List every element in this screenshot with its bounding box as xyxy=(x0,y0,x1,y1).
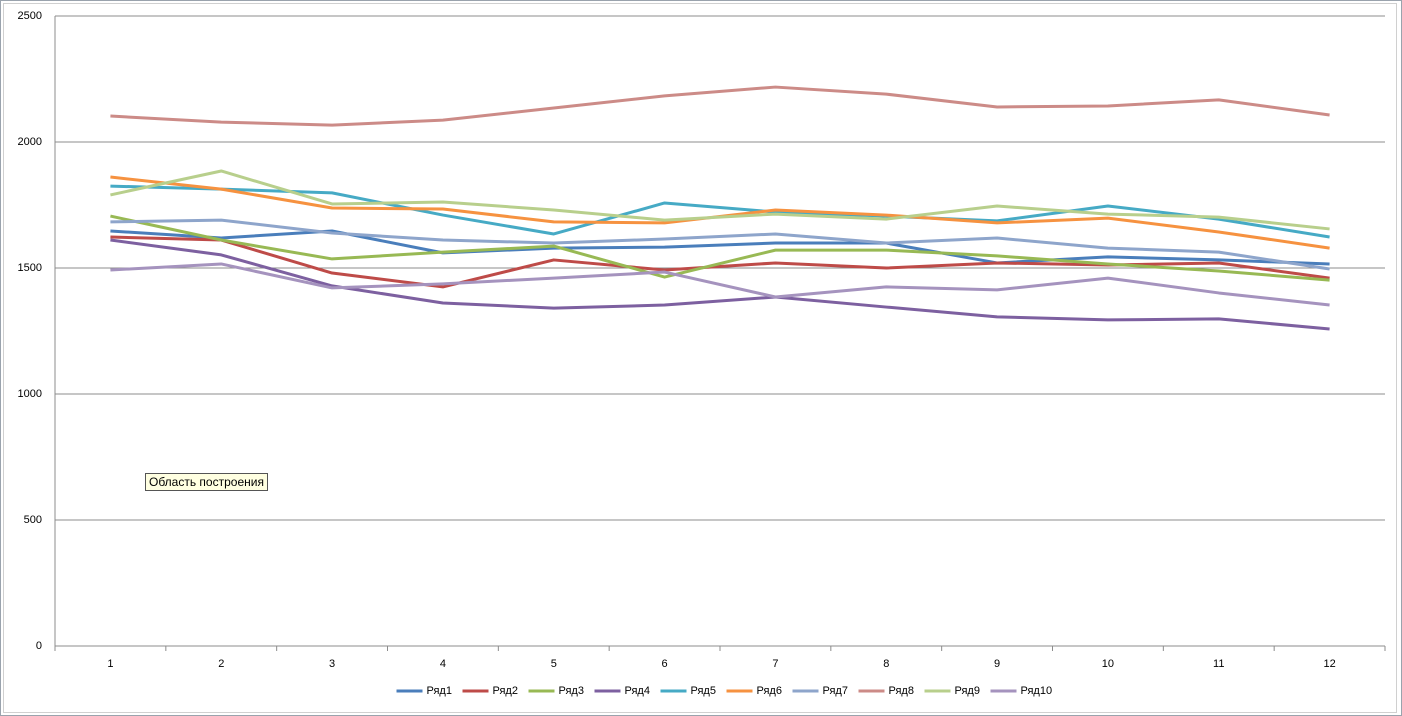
legend-label: Ряд2 xyxy=(493,685,518,697)
x-tick-label: 5 xyxy=(551,658,557,670)
series-line xyxy=(110,262,1330,307)
legend-label: Ряд8 xyxy=(889,685,914,697)
y-tick-label: 1000 xyxy=(18,388,42,400)
legend-label: Ряд7 xyxy=(823,685,848,697)
series-line xyxy=(110,218,1330,271)
x-tick-label: 2 xyxy=(218,658,224,670)
legend-label: Ряд9 xyxy=(955,685,980,697)
x-tick-label: 3 xyxy=(329,658,335,670)
series-line xyxy=(110,214,1330,282)
x-tick-label: 6 xyxy=(662,658,668,670)
y-tick-label: 2000 xyxy=(18,136,42,148)
y-tick-label: 0 xyxy=(36,640,42,652)
y-tick-label: 2500 xyxy=(18,10,42,22)
x-tick-label: 12 xyxy=(1323,658,1335,670)
legend-label: Ряд5 xyxy=(691,685,716,697)
annotation: Область построения xyxy=(145,473,268,491)
x-tick-label: 4 xyxy=(440,658,446,670)
series-line xyxy=(110,238,1330,331)
series-line xyxy=(110,184,1330,239)
y-tick-label: 1500 xyxy=(18,262,42,274)
x-tick-label: 9 xyxy=(994,658,1000,670)
y-tick-label: 500 xyxy=(24,514,42,526)
x-tick-label: 10 xyxy=(1102,658,1114,670)
legend-label: Ряд4 xyxy=(625,685,650,697)
x-tick-label: 8 xyxy=(883,658,889,670)
legend-label: Ряд1 xyxy=(427,685,452,697)
chart-area xyxy=(3,3,1397,713)
x-tick-label: 7 xyxy=(772,658,778,670)
x-tick-label: 1 xyxy=(107,658,113,670)
legend-label: Ряд3 xyxy=(559,685,584,697)
series-line xyxy=(110,85,1330,127)
series-line xyxy=(110,169,1330,231)
legend-label: Ряд10 xyxy=(1021,685,1053,697)
legend-label: Ряд6 xyxy=(757,685,782,697)
x-tick-label: 11 xyxy=(1213,658,1224,670)
